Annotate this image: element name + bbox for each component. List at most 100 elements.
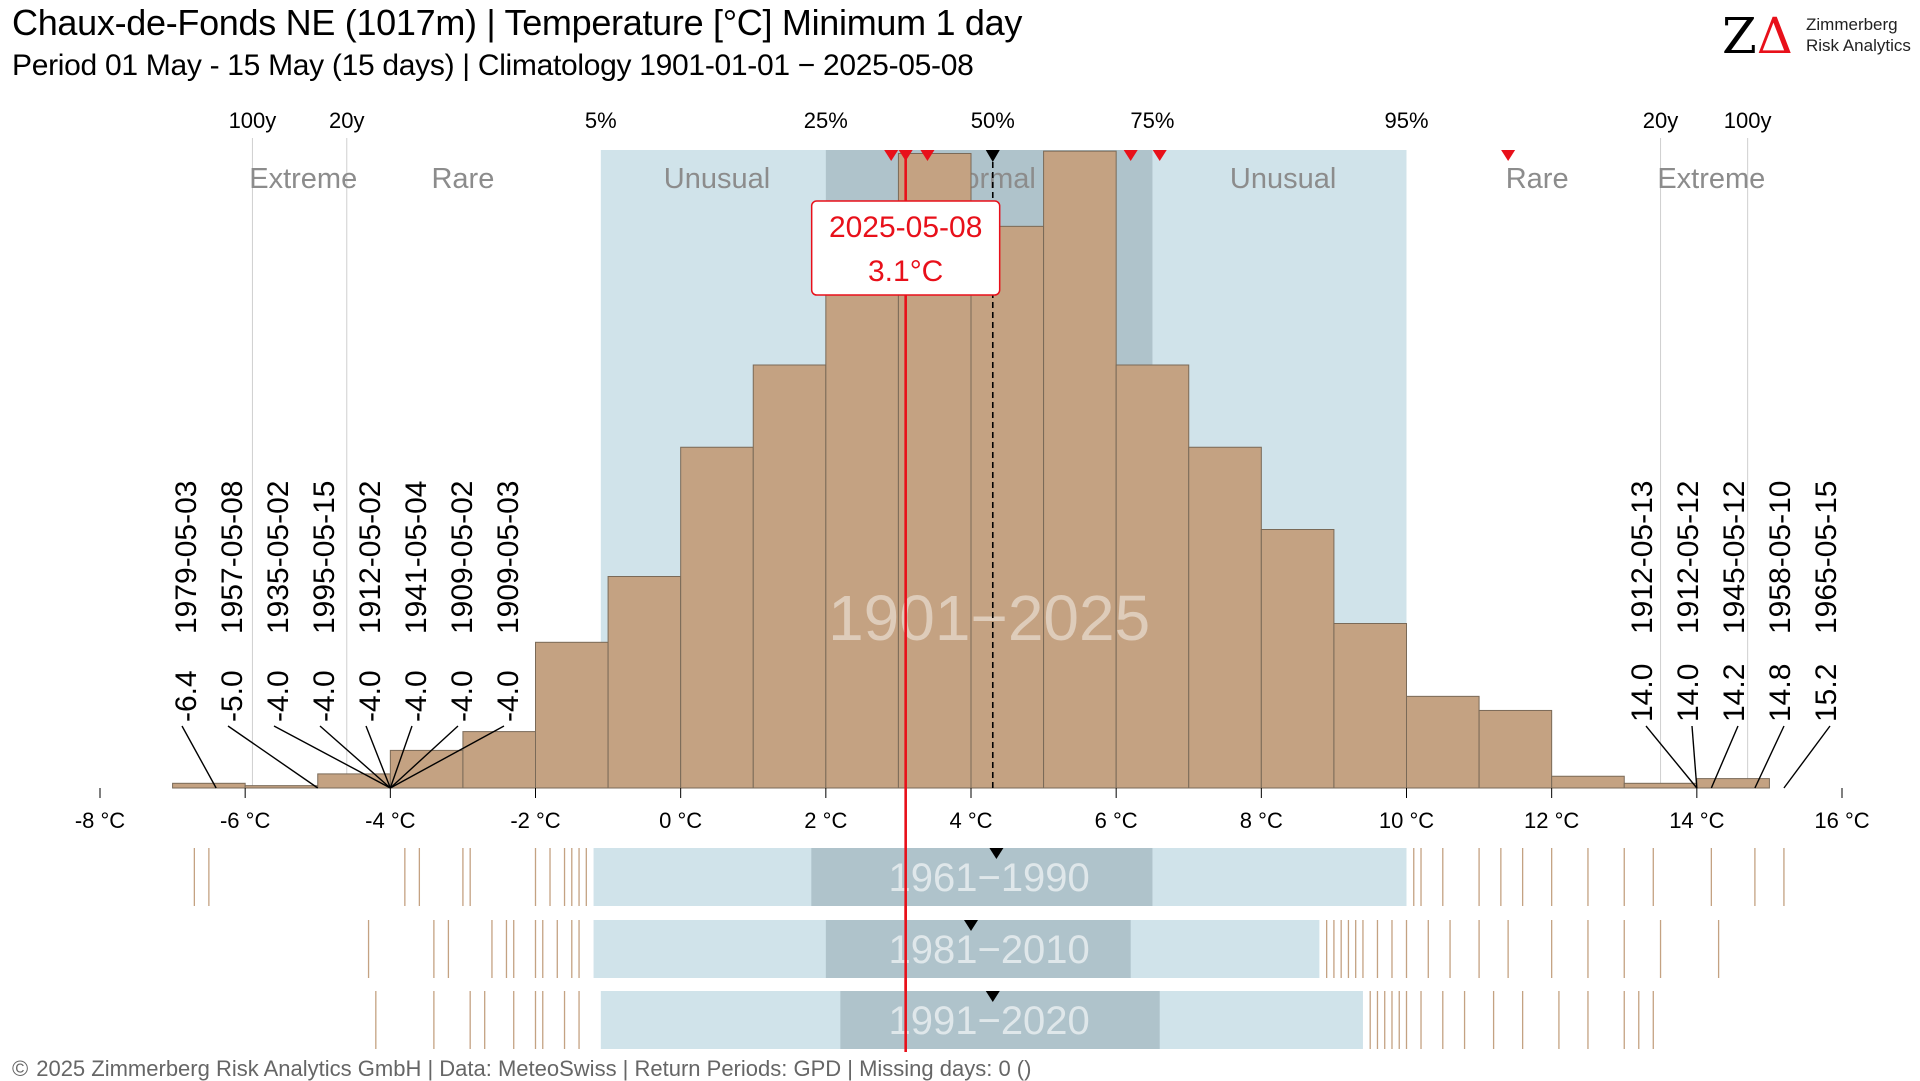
zone-label: Extreme (249, 163, 357, 195)
climatology-label: 1991−2020 (888, 999, 1089, 1043)
histogram-bar (1406, 695, 1480, 789)
percentile-label: 25% (804, 108, 848, 133)
logo-line-1: Zimmerberg (1806, 15, 1898, 34)
climatology-band-normal (840, 991, 1160, 1049)
histogram-bar (1623, 782, 1698, 789)
histogram-bar (317, 773, 391, 789)
low-extreme-date: 1979-05-03 (170, 481, 203, 634)
copyright-symbol: © (12, 1056, 29, 1081)
low-extreme-leader (365, 725, 391, 789)
low-extreme-value: -4.0 (262, 670, 295, 722)
period-watermark: 1901−2025 (828, 582, 1150, 654)
return-period-label: 20y (1643, 108, 1678, 133)
high-extreme-leader (1691, 725, 1698, 789)
logo-mark: ZΔ (1722, 8, 1793, 64)
climatology-band-normal (825, 920, 1131, 978)
high-extreme-value: 14.8 (1764, 664, 1797, 722)
high-extreme-date: 1958-05-10 (1764, 481, 1797, 634)
low-extreme-date: 1935-05-02 (262, 481, 295, 634)
low-extreme-leader (227, 725, 319, 789)
climatology-label: 1981−2010 (888, 928, 1089, 972)
recent-value-marker (1152, 150, 1167, 161)
zone-label: Unusual (1230, 163, 1336, 195)
high-extreme-value: 14.0 (1626, 664, 1659, 722)
recent-value-marker (884, 150, 899, 161)
high-extreme-date: 1912-05-13 (1626, 481, 1659, 634)
return-period-label: 100y (229, 108, 277, 133)
recent-value-marker (1123, 150, 1138, 161)
x-tick-label: 12 °C (1524, 808, 1579, 833)
low-extreme-leader (389, 725, 413, 789)
high-extreme-value: 14.0 (1672, 664, 1705, 722)
chart-subtitle: Period 01 May - 15 May (15 days) | Clima… (12, 49, 974, 82)
low-extreme-value: -4.0 (492, 670, 525, 722)
histogram-bar (172, 782, 246, 789)
x-tick-label: 0 °C (659, 808, 702, 833)
high-extreme-value: 14.2 (1718, 664, 1751, 722)
low-extreme-value: -4.0 (400, 670, 433, 722)
histogram-bar (462, 731, 536, 789)
climatology-label: 1961−1990 (888, 856, 1089, 900)
logo-z: Z (1722, 7, 1757, 65)
recent-value-marker (920, 150, 935, 161)
return-period-label: 100y (1724, 108, 1772, 133)
percentile-label: 95% (1384, 108, 1428, 133)
histogram-bar (1260, 529, 1335, 789)
high-extreme-leader (1783, 725, 1831, 789)
return-period-label: 20y (329, 108, 364, 133)
logo-text: Zimmerberg Risk Analytics (1806, 14, 1911, 56)
histogram-bar (1551, 775, 1625, 789)
low-extreme-value: -6.4 (170, 670, 203, 722)
percentile-label: 75% (1130, 108, 1174, 133)
current-value-box (810, 200, 1001, 296)
high-extreme-date: 1945-05-12 (1718, 481, 1751, 634)
x-tick-label: -4 °C (365, 808, 415, 833)
climatology-median-marker (985, 991, 1000, 1002)
low-extreme-date: 1909-05-03 (492, 481, 525, 634)
company-logo: ZΔ Zimmerberg Risk Analytics (1722, 8, 1912, 64)
low-extreme-value: -4.0 (354, 670, 387, 722)
high-extreme-leader (1645, 725, 1698, 789)
high-extreme-date: 1965-05-15 (1810, 481, 1843, 634)
climatology-median-marker (989, 848, 1004, 859)
low-extreme-leader (389, 725, 459, 789)
histogram-bar (752, 364, 827, 789)
low-extreme-date: 1957-05-08 (216, 481, 249, 634)
low-extreme-value: -4.0 (308, 670, 341, 722)
median-marker (985, 150, 1000, 162)
low-extreme-date: 1909-05-02 (446, 481, 479, 634)
chart-title: Chaux-de-Fonds NE (1017m) | Temperature … (12, 2, 1023, 43)
logo-line-2: Risk Analytics (1806, 36, 1911, 55)
low-extreme-date: 1912-05-02 (354, 481, 387, 634)
histogram-bar (244, 785, 319, 789)
x-tick-label: 4 °C (949, 808, 992, 833)
x-tick-label: 6 °C (1095, 808, 1138, 833)
x-tick-label: 8 °C (1240, 808, 1283, 833)
histogram-bar (607, 576, 682, 789)
recent-value-marker (1501, 150, 1516, 161)
zone-label: Rare (431, 163, 494, 195)
x-tick-label: -6 °C (220, 808, 270, 833)
percentile-label: 50% (971, 108, 1015, 133)
low-extreme-value: -4.0 (446, 670, 479, 722)
histogram-bar (1115, 364, 1190, 789)
zone-label: Unusual (664, 163, 770, 195)
logo-delta: Δ (1756, 7, 1793, 65)
low-extreme-leader (319, 725, 391, 789)
histogram-bar (1188, 446, 1262, 789)
x-tick-label: 16 °C (1814, 808, 1869, 833)
high-extreme-date: 1912-05-12 (1672, 481, 1705, 634)
x-tick-label: -8 °C (75, 808, 125, 833)
footer-text: 2025 Zimmerberg Risk Analytics GmbH | Da… (36, 1056, 1032, 1081)
current-date-label: 2025-05-08 (829, 211, 982, 244)
histogram-bar (970, 225, 1045, 789)
climatology-median-marker (964, 920, 978, 931)
low-extreme-value: -5.0 (216, 670, 249, 722)
histogram-bar (1333, 623, 1407, 789)
zone-label: Extreme (1657, 163, 1765, 195)
histogram-bar (825, 254, 899, 789)
high-extreme-leader (1754, 725, 1785, 789)
x-tick-label: 2 °C (804, 808, 847, 833)
high-extreme-leader (1710, 725, 1739, 789)
